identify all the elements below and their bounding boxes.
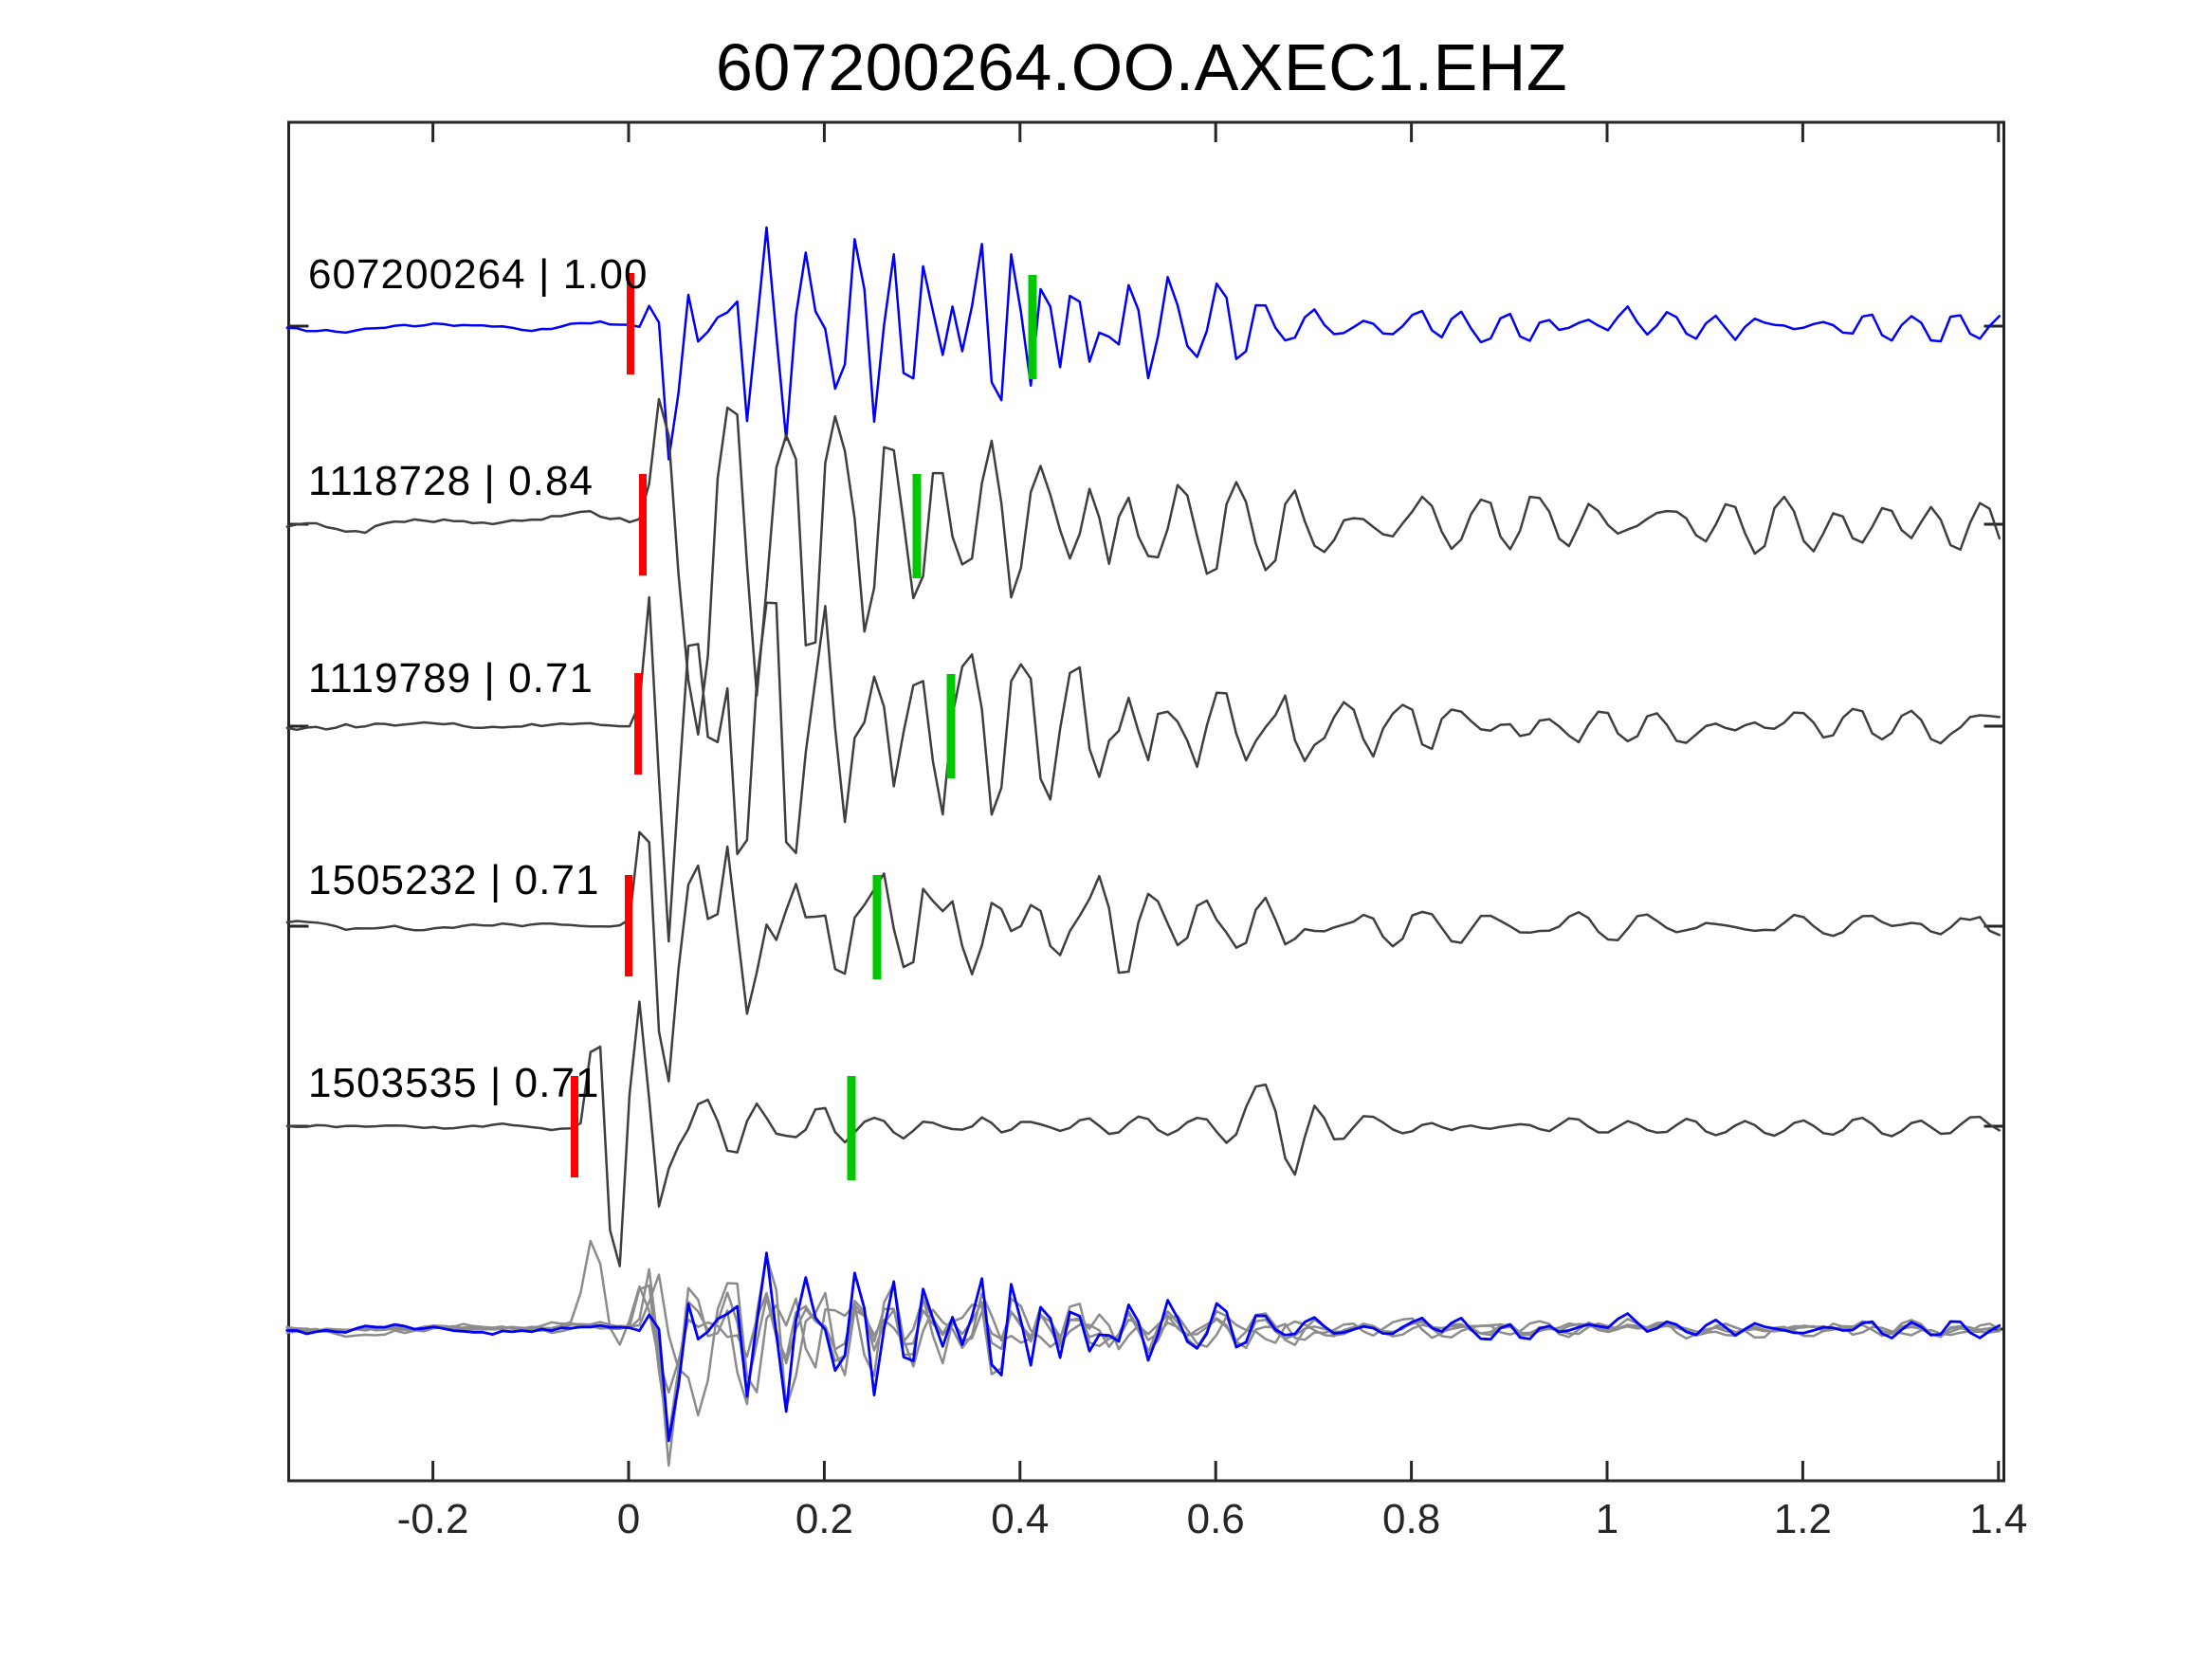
svg-text:607200264.OO.AXEC1.EHZ: 607200264.OO.AXEC1.EHZ bbox=[716, 30, 1567, 104]
svg-text:0.8: 0.8 bbox=[1382, 1496, 1440, 1542]
svg-text:0.4: 0.4 bbox=[991, 1496, 1049, 1542]
svg-text:0: 0 bbox=[617, 1496, 640, 1542]
svg-text:1.4: 1.4 bbox=[1969, 1496, 2027, 1542]
svg-text:1505232 | 0.71: 1505232 | 0.71 bbox=[308, 857, 600, 903]
svg-text:-0.2: -0.2 bbox=[397, 1496, 469, 1542]
svg-text:1.2: 1.2 bbox=[1774, 1496, 1832, 1542]
svg-text:1: 1 bbox=[1596, 1496, 1618, 1542]
svg-text:1503535 | 0.71: 1503535 | 0.71 bbox=[308, 1060, 600, 1106]
svg-text:0.2: 0.2 bbox=[795, 1496, 853, 1542]
svg-text:0.6: 0.6 bbox=[1187, 1496, 1245, 1542]
svg-text:607200264 | 1.00: 607200264 | 1.00 bbox=[308, 251, 649, 298]
svg-text:1118728 | 0.84: 1118728 | 0.84 bbox=[308, 458, 594, 504]
svg-text:1119789 | 0.71: 1119789 | 0.71 bbox=[308, 655, 594, 702]
